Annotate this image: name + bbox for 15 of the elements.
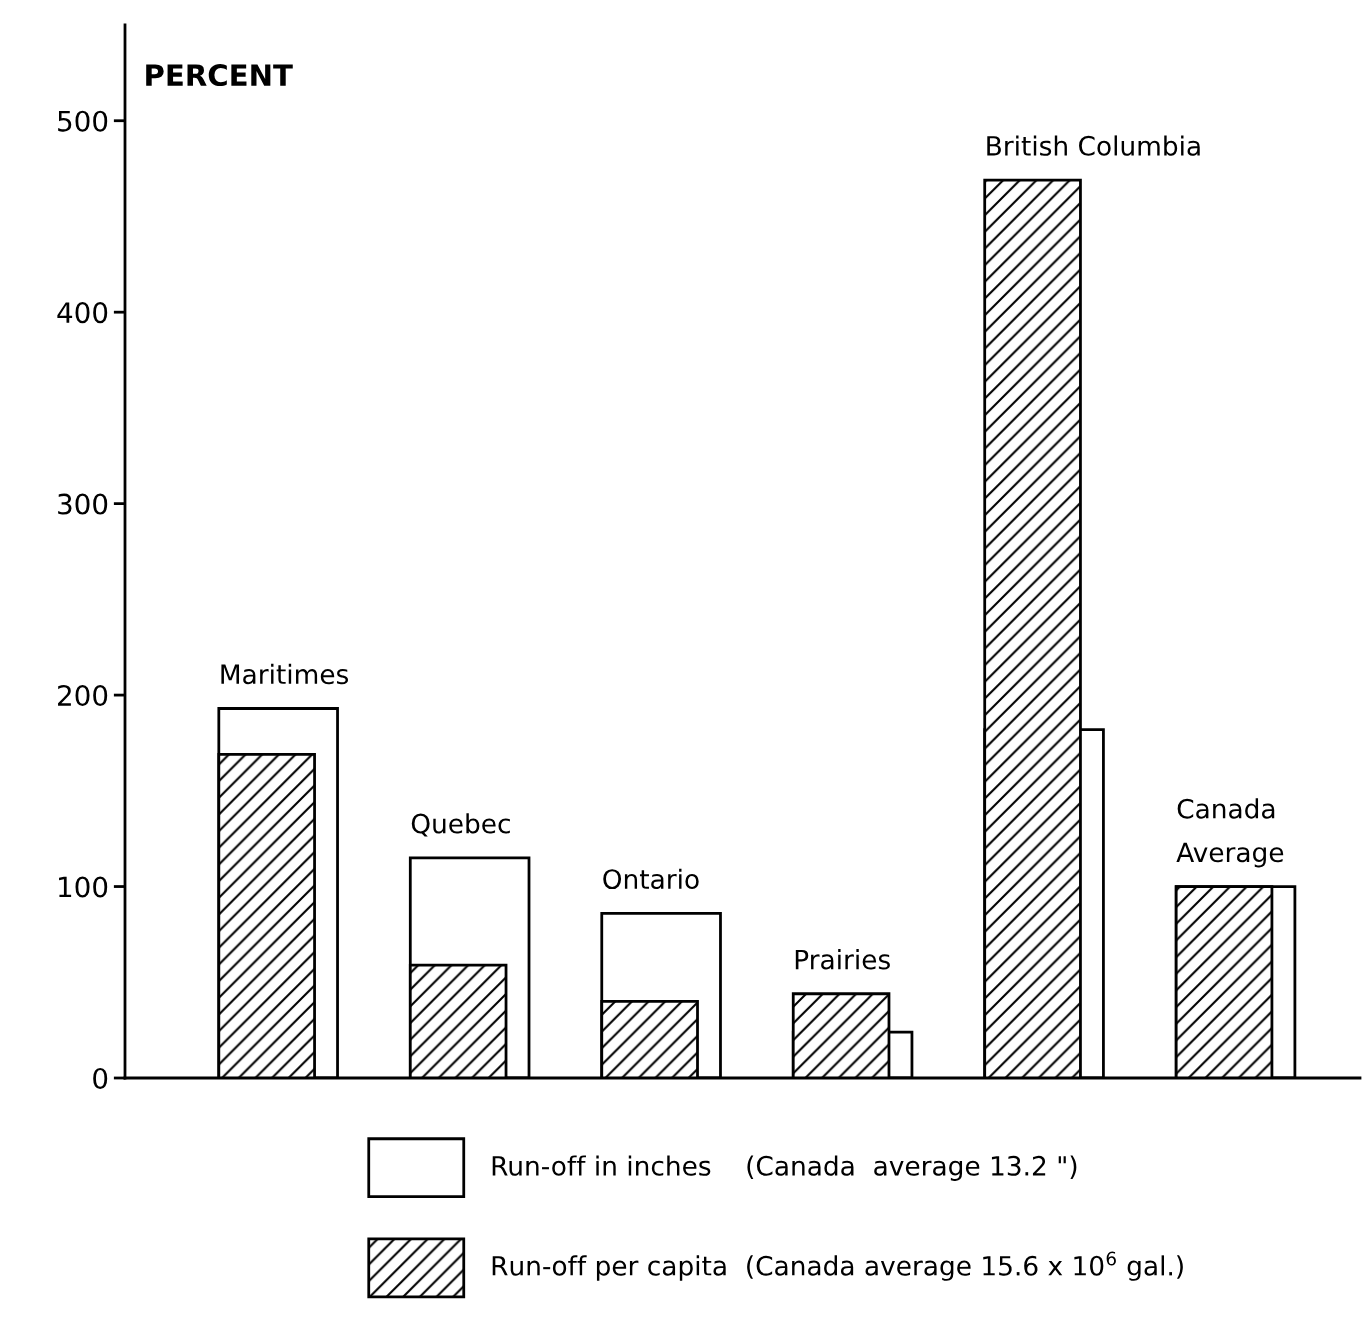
x-tick-label: Canada Average [1176, 798, 1284, 868]
y-tick-label: 200 [58, 685, 108, 707]
y-tick-label: 100 [59, 876, 108, 898]
y-tick-label: 400 [57, 302, 108, 324]
y-axis-title: PERCENT [146, 64, 293, 87]
x-tick-label: Prairies [795, 949, 890, 970]
y-tick-label: 500 [58, 110, 108, 132]
y-tick-label: 300 [58, 493, 108, 515]
legend-label: Run-off in inches (Canada average 13.2 ") [492, 1155, 1077, 1181]
x-tick-label: Ontario [603, 868, 699, 890]
x-tick-label: British Columbia [987, 135, 1200, 156]
y-tick-label: 0 [93, 1067, 108, 1089]
x-tick-label: Maritimes [221, 663, 349, 685]
legend-label: Run-off per capita (Canada average 15.6 x 10$^{6}$ gal.) [492, 1251, 1183, 1281]
x-tick-label: Quebec [411, 813, 510, 837]
